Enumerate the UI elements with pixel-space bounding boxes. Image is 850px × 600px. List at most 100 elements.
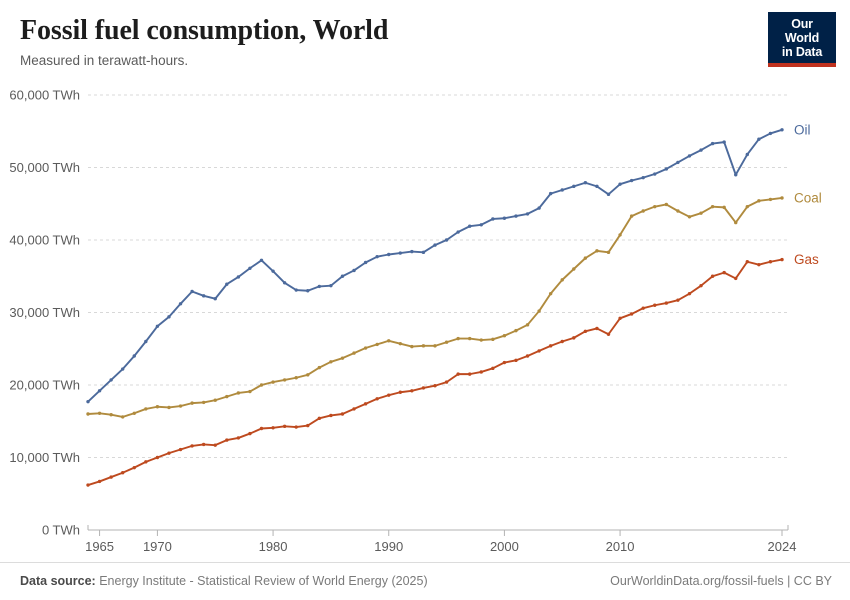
data-point[interactable] [259, 383, 264, 387]
data-point[interactable] [398, 390, 402, 394]
data-point[interactable] [537, 309, 541, 313]
data-point[interactable] [757, 137, 761, 141]
data-point[interactable] [514, 358, 518, 363]
data-point[interactable] [132, 354, 136, 358]
data-point[interactable] [734, 276, 738, 281]
data-point[interactable] [664, 301, 669, 305]
data-point[interactable] [225, 282, 229, 286]
series-line-oil[interactable] [87, 128, 783, 403]
data-point[interactable] [641, 175, 645, 180]
data-point[interactable] [479, 338, 483, 342]
data-point[interactable] [710, 204, 715, 209]
data-point[interactable] [155, 455, 160, 460]
data-point[interactable] [502, 334, 507, 338]
data-point[interactable] [132, 411, 136, 415]
data-point[interactable] [572, 267, 576, 271]
data-point[interactable] [109, 475, 113, 479]
data-point[interactable] [583, 329, 588, 334]
data-point[interactable] [548, 291, 553, 296]
data-point[interactable] [86, 412, 90, 416]
data-point[interactable] [121, 471, 125, 475]
data-point[interactable] [687, 215, 692, 219]
data-point[interactable] [676, 298, 680, 302]
data-point[interactable] [317, 365, 322, 370]
data-point[interactable] [398, 251, 402, 255]
data-point[interactable] [444, 340, 449, 344]
data-point[interactable] [421, 344, 426, 348]
series-label-oil[interactable]: Oil [794, 122, 811, 137]
data-point[interactable] [595, 326, 599, 331]
data-point[interactable] [433, 243, 437, 247]
data-point[interactable] [595, 184, 599, 189]
series-label-coal[interactable]: Coal [794, 190, 822, 205]
data-point[interactable] [780, 128, 784, 132]
data-point[interactable] [97, 411, 102, 415]
data-point[interactable] [363, 402, 368, 406]
data-point[interactable] [548, 191, 553, 196]
data-point[interactable] [433, 344, 437, 348]
data-point[interactable] [352, 268, 356, 273]
data-point[interactable] [282, 281, 287, 285]
data-point[interactable] [502, 360, 507, 365]
data-point[interactable] [444, 380, 449, 384]
data-point[interactable] [155, 405, 160, 409]
data-point[interactable] [271, 426, 275, 430]
data-point[interactable] [699, 211, 703, 215]
data-point[interactable] [225, 394, 229, 399]
data-point[interactable] [618, 316, 622, 320]
data-point[interactable] [282, 378, 287, 382]
data-point[interactable] [583, 181, 588, 185]
data-point[interactable] [375, 342, 379, 347]
data-point[interactable] [653, 303, 657, 307]
data-point[interactable] [271, 269, 275, 273]
data-point[interactable] [329, 360, 333, 364]
data-point[interactable] [178, 302, 183, 306]
data-point[interactable] [121, 367, 125, 371]
data-point[interactable] [456, 336, 460, 341]
data-point[interactable] [375, 397, 379, 401]
data-point[interactable] [201, 294, 206, 298]
data-point[interactable] [537, 206, 541, 210]
data-point[interactable] [687, 154, 692, 158]
data-point[interactable] [248, 266, 252, 270]
data-point[interactable] [201, 400, 206, 405]
data-point[interactable] [757, 262, 761, 267]
data-point[interactable] [595, 249, 599, 253]
data-point[interactable] [213, 398, 217, 402]
data-point[interactable] [340, 412, 345, 416]
data-point[interactable] [306, 373, 310, 377]
data-point[interactable] [641, 209, 645, 213]
data-point[interactable] [132, 465, 136, 470]
data-point[interactable] [109, 413, 113, 417]
data-point[interactable] [699, 148, 703, 152]
data-point[interactable] [167, 405, 171, 410]
data-point[interactable] [144, 460, 148, 464]
data-point[interactable] [560, 188, 564, 192]
data-point[interactable] [167, 451, 171, 455]
data-point[interactable] [734, 173, 738, 177]
data-point[interactable] [236, 275, 241, 279]
data-point[interactable] [606, 192, 611, 197]
data-point[interactable] [722, 205, 726, 210]
data-point[interactable] [537, 349, 541, 353]
data-point[interactable] [306, 423, 310, 428]
data-point[interactable] [444, 238, 449, 242]
data-point[interactable] [317, 416, 322, 421]
data-point[interactable] [491, 366, 495, 371]
data-point[interactable] [664, 167, 669, 171]
data-point[interactable] [178, 447, 183, 452]
data-point[interactable] [780, 196, 784, 200]
data-point[interactable] [259, 426, 264, 431]
data-point[interactable] [225, 438, 229, 442]
data-point[interactable] [629, 178, 634, 183]
data-point[interactable] [387, 252, 391, 257]
data-point[interactable] [421, 386, 426, 390]
data-point[interactable] [248, 431, 252, 436]
data-point[interactable] [583, 256, 588, 260]
data-point[interactable] [190, 444, 194, 448]
data-point[interactable] [780, 257, 784, 262]
data-point[interactable] [121, 415, 125, 419]
data-point[interactable] [352, 351, 356, 355]
data-point[interactable] [525, 323, 530, 327]
data-point[interactable] [676, 209, 680, 213]
